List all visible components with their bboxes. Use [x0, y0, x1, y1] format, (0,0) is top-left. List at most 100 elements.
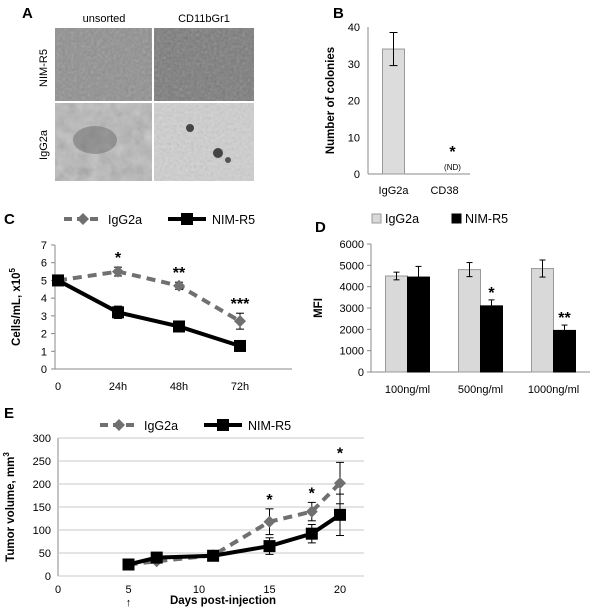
error-bar — [415, 265, 422, 289]
data-point — [122, 558, 135, 571]
error-bar — [393, 271, 400, 281]
y-axis-title: Number of colonies — [325, 47, 337, 154]
data-point — [112, 306, 124, 319]
y-axis-title: Cells/mL, x105 — [8, 267, 23, 346]
series-igg2a — [52, 265, 246, 330]
y-tick-label: 1 — [41, 346, 47, 358]
legend-item-nim-r5: NIM-R5 — [168, 213, 255, 227]
x-tick-label: IgG2a — [379, 185, 410, 197]
x-tick-label: 10 — [193, 584, 205, 596]
significance-star: * — [309, 485, 316, 502]
micrograph-nim-r5-cd11bgr1 — [154, 28, 254, 101]
bar-nim-r5 — [407, 276, 430, 373]
legend-item-nim-r5: NIM-R5 — [204, 419, 291, 433]
error-bar — [539, 259, 546, 278]
micrograph-nim-r5-unsorted — [55, 28, 152, 101]
panel-b-label: B — [333, 5, 344, 22]
legend-c: IgG2a NIM-R5 — [64, 213, 255, 227]
data-point — [207, 549, 220, 562]
legend-marker — [77, 213, 89, 225]
y-tick-label: 0 — [45, 571, 51, 583]
legend-label: IgG2a — [108, 213, 142, 227]
panel-d-label: D — [315, 219, 326, 236]
data-point — [334, 508, 346, 521]
bar-igg2a — [458, 269, 481, 373]
nd-note: (ND) — [444, 163, 461, 172]
x-tick-label: CD38 — [430, 185, 458, 197]
bar-igg2a — [531, 268, 554, 373]
x-tick-label: 15 — [263, 584, 275, 596]
legend-d: IgG2a NIM-R5 — [371, 212, 508, 226]
y-tick-label: 150 — [33, 502, 51, 514]
y-tick-label: 0 — [358, 367, 364, 379]
series-line — [57, 269, 242, 323]
series-nim-r5 — [122, 493, 346, 571]
bar-nim-r5 — [553, 329, 576, 373]
col-header-cd11bgr1: CD11bGr1 — [178, 13, 230, 25]
y-tick-label: 2 — [41, 329, 47, 341]
y-tick-label: 10 — [348, 132, 360, 144]
x-tick-label: 1000ng/ml — [528, 384, 579, 396]
data-point — [173, 279, 185, 292]
series-line — [57, 278, 241, 348]
series-nim-r5 — [52, 274, 246, 352]
x-tick-label: 0 — [55, 381, 61, 393]
legend-label: IgG2a — [144, 419, 178, 433]
data-point — [173, 320, 185, 333]
data-point — [305, 527, 318, 540]
significance-star: ** — [173, 265, 186, 282]
x-axis-title: Days post-injection — [170, 595, 276, 607]
legend-label: NIM-R5 — [465, 212, 508, 226]
data-point — [234, 315, 246, 328]
x-tick-label: 5 — [125, 584, 131, 596]
bar-igg2a — [385, 275, 408, 373]
panel-c-label: C — [4, 211, 15, 228]
data-point — [334, 477, 346, 490]
y-axis-title: MFI — [313, 298, 325, 318]
y-tick-label: 7 — [41, 240, 47, 252]
legend-swatch — [371, 213, 382, 224]
data-point — [52, 274, 64, 287]
x-tick-label: 24h — [109, 381, 127, 393]
micrograph-igg2a-cd11bgr1 — [154, 103, 254, 181]
y-tick-label: 5 — [41, 275, 47, 287]
row-header-nim-r5: NIM-R5 — [38, 49, 50, 87]
y-tick-label: 300 — [33, 433, 51, 445]
legend-swatch — [451, 213, 462, 224]
y-tick-label: 200 — [33, 479, 51, 491]
y-tick-label: 6 — [41, 258, 47, 270]
x-tick-label: 0 — [55, 584, 61, 596]
chart-e: 0 50 100 150 200 250 300 0 5 10 15 20 Tumor volume, … — [2, 419, 364, 608]
y-tick-label: 3 — [41, 311, 47, 323]
y-tick-label: 5000 — [340, 260, 364, 272]
y-tick-label: 0 — [354, 169, 360, 181]
y-tick-label: 30 — [348, 59, 360, 71]
x-tick-label: 72h — [231, 381, 249, 393]
significance-star: * — [449, 144, 456, 161]
error-bar-igg2a — [389, 32, 398, 67]
legend-item-igg2a: IgG2a — [100, 419, 178, 433]
data-point — [150, 551, 163, 564]
data-point — [263, 540, 276, 553]
legend-e: IgG2a NIM-R5 — [100, 419, 291, 433]
x-tick-label: 48h — [170, 381, 188, 393]
legend-marker — [181, 213, 193, 225]
y-tick-label: 20 — [348, 96, 360, 108]
legend-marker — [113, 419, 125, 431]
y-tick-label: 1000 — [340, 346, 364, 358]
legend-label: NIM-R5 — [248, 419, 291, 433]
error-bar — [561, 324, 568, 337]
significance-star: *** — [231, 296, 250, 313]
significance-star: * — [488, 285, 495, 302]
injection-arrow: ↑ — [126, 597, 132, 608]
y-axis-title: Tumor volume, mm3 — [2, 452, 17, 562]
chart-d: 0 1000 2000 3000 4000 5000 6000 MFI 100ng/ml 500n… — [313, 212, 590, 396]
y-tick-label: 0 — [41, 364, 47, 376]
y-tick-label: 2000 — [340, 324, 364, 336]
y-tick-label: 6000 — [340, 239, 364, 251]
data-point — [112, 265, 124, 278]
significance-star: ** — [558, 310, 571, 327]
legend-label: IgG2a — [385, 212, 419, 226]
